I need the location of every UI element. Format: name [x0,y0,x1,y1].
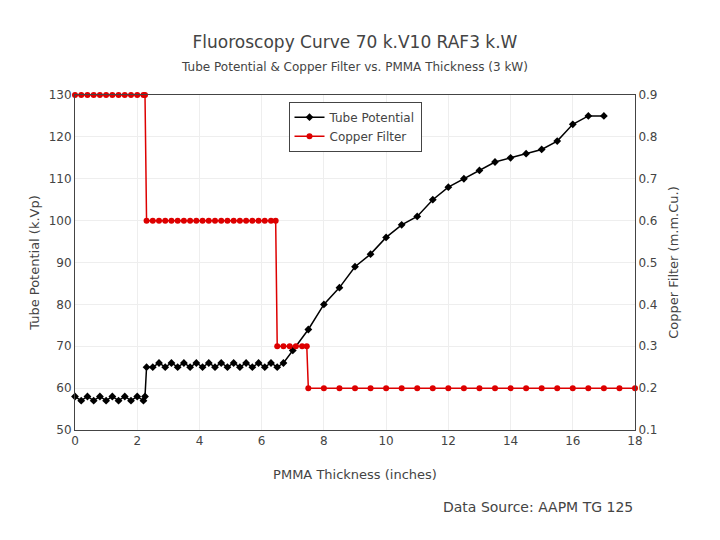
svg-text:12: 12 [441,434,456,448]
svg-text:14: 14 [503,434,518,448]
svg-text:0.5: 0.5 [638,256,657,270]
svg-text:2: 2 [133,434,141,448]
svg-text:100: 100 [49,214,72,228]
svg-text:Copper Filter (m.m.Cu.): Copper Filter (m.m.Cu.) [666,186,681,339]
svg-text:0.2: 0.2 [638,381,657,395]
svg-text:0.9: 0.9 [638,88,657,102]
svg-text:0.7: 0.7 [638,172,657,186]
svg-text:80: 80 [56,298,71,312]
svg-text:18: 18 [627,434,642,448]
svg-text:0.3: 0.3 [638,339,657,353]
svg-text:4: 4 [196,434,204,448]
svg-text:16: 16 [565,434,580,448]
svg-text:Fluoroscopy Curve 70 k.V10 RAF: Fluoroscopy Curve 70 k.V10 RAF3 k.W [193,32,518,52]
svg-text:Tube Potential & Copper Filter: Tube Potential & Copper Filter vs. PMMA … [181,60,528,74]
svg-text:90: 90 [56,256,71,270]
svg-text:0.8: 0.8 [638,130,657,144]
svg-text:10: 10 [378,434,393,448]
svg-text:Data Source: AAPM TG 125: Data Source: AAPM TG 125 [443,499,633,515]
svg-text:0.1: 0.1 [638,423,657,437]
svg-text:6: 6 [258,434,266,448]
svg-text:50: 50 [56,423,71,437]
svg-text:Copper Filter: Copper Filter [330,130,407,144]
svg-text:120: 120 [49,130,72,144]
svg-text:0.6: 0.6 [638,214,657,228]
svg-text:0: 0 [71,434,79,448]
svg-text:Tube Potential (k.Vp): Tube Potential (k.Vp) [27,195,42,331]
svg-text:70: 70 [56,339,71,353]
svg-text:60: 60 [56,381,71,395]
svg-text:0.4: 0.4 [638,298,657,312]
svg-text:110: 110 [49,172,72,186]
svg-text:Tube Potential: Tube Potential [329,111,415,125]
svg-text:PMMA Thickness (inches): PMMA Thickness (inches) [273,467,437,482]
svg-text:8: 8 [320,434,328,448]
svg-text:130: 130 [49,88,72,102]
